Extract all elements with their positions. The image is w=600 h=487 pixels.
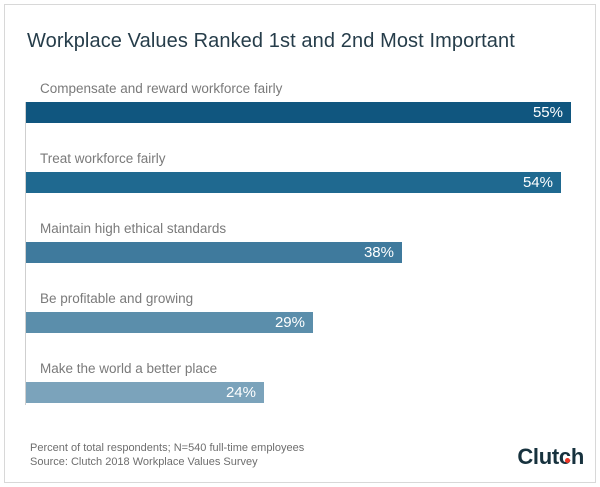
- footer: Percent of total respondents; N=540 full…: [30, 441, 304, 469]
- clutch-logo: Clutc h: [517, 444, 584, 470]
- bar: 29%: [26, 312, 313, 333]
- bar-category-label: Treat workforce fairly: [40, 151, 166, 166]
- bar: 54%: [26, 172, 561, 193]
- bar: 55%: [26, 102, 571, 123]
- footer-source: Source: Clutch 2018 Workplace Values Sur…: [30, 456, 258, 468]
- footer-note: Percent of total respondents; N=540 full…: [30, 442, 305, 454]
- bar-category-label: Be profitable and growing: [40, 291, 194, 306]
- bar: 24%: [26, 382, 264, 403]
- bar-group: Be profitable and growing 29%: [26, 290, 586, 360]
- bar-group: Maintain high ethical standards 38%: [26, 220, 586, 290]
- bar-group: Make the world a better place 24%: [26, 360, 586, 430]
- bar-value-label: 38%: [363, 244, 394, 261]
- logo-text-pre: Clut: [517, 444, 559, 469]
- chart-title: Workplace Values Ranked 1st and 2nd Most…: [27, 30, 515, 52]
- bar-category-label: Make the world a better place: [40, 361, 218, 376]
- bar: 38%: [26, 242, 402, 263]
- bar-group: Treat workforce fairly 54%: [26, 150, 586, 220]
- bar-category-label: Compensate and reward workforce fairly: [40, 81, 283, 96]
- logo-letter-c: c: [558, 444, 571, 469]
- y-axis-line: [25, 102, 26, 405]
- bar-chart: Compensate and reward workforce fairly 55…: [26, 80, 586, 430]
- bar-category-label: Maintain high ethical standards: [40, 221, 227, 236]
- logo-text-post: h: [570, 444, 584, 469]
- bar-value-label: 24%: [225, 384, 256, 401]
- bar-value-label: 55%: [532, 104, 563, 121]
- logo-red-dot-icon: [565, 457, 571, 463]
- bar-value-label: 29%: [274, 314, 305, 331]
- bar-value-label: 54%: [522, 174, 553, 191]
- bar-group: Compensate and reward workforce fairly 55…: [26, 80, 586, 150]
